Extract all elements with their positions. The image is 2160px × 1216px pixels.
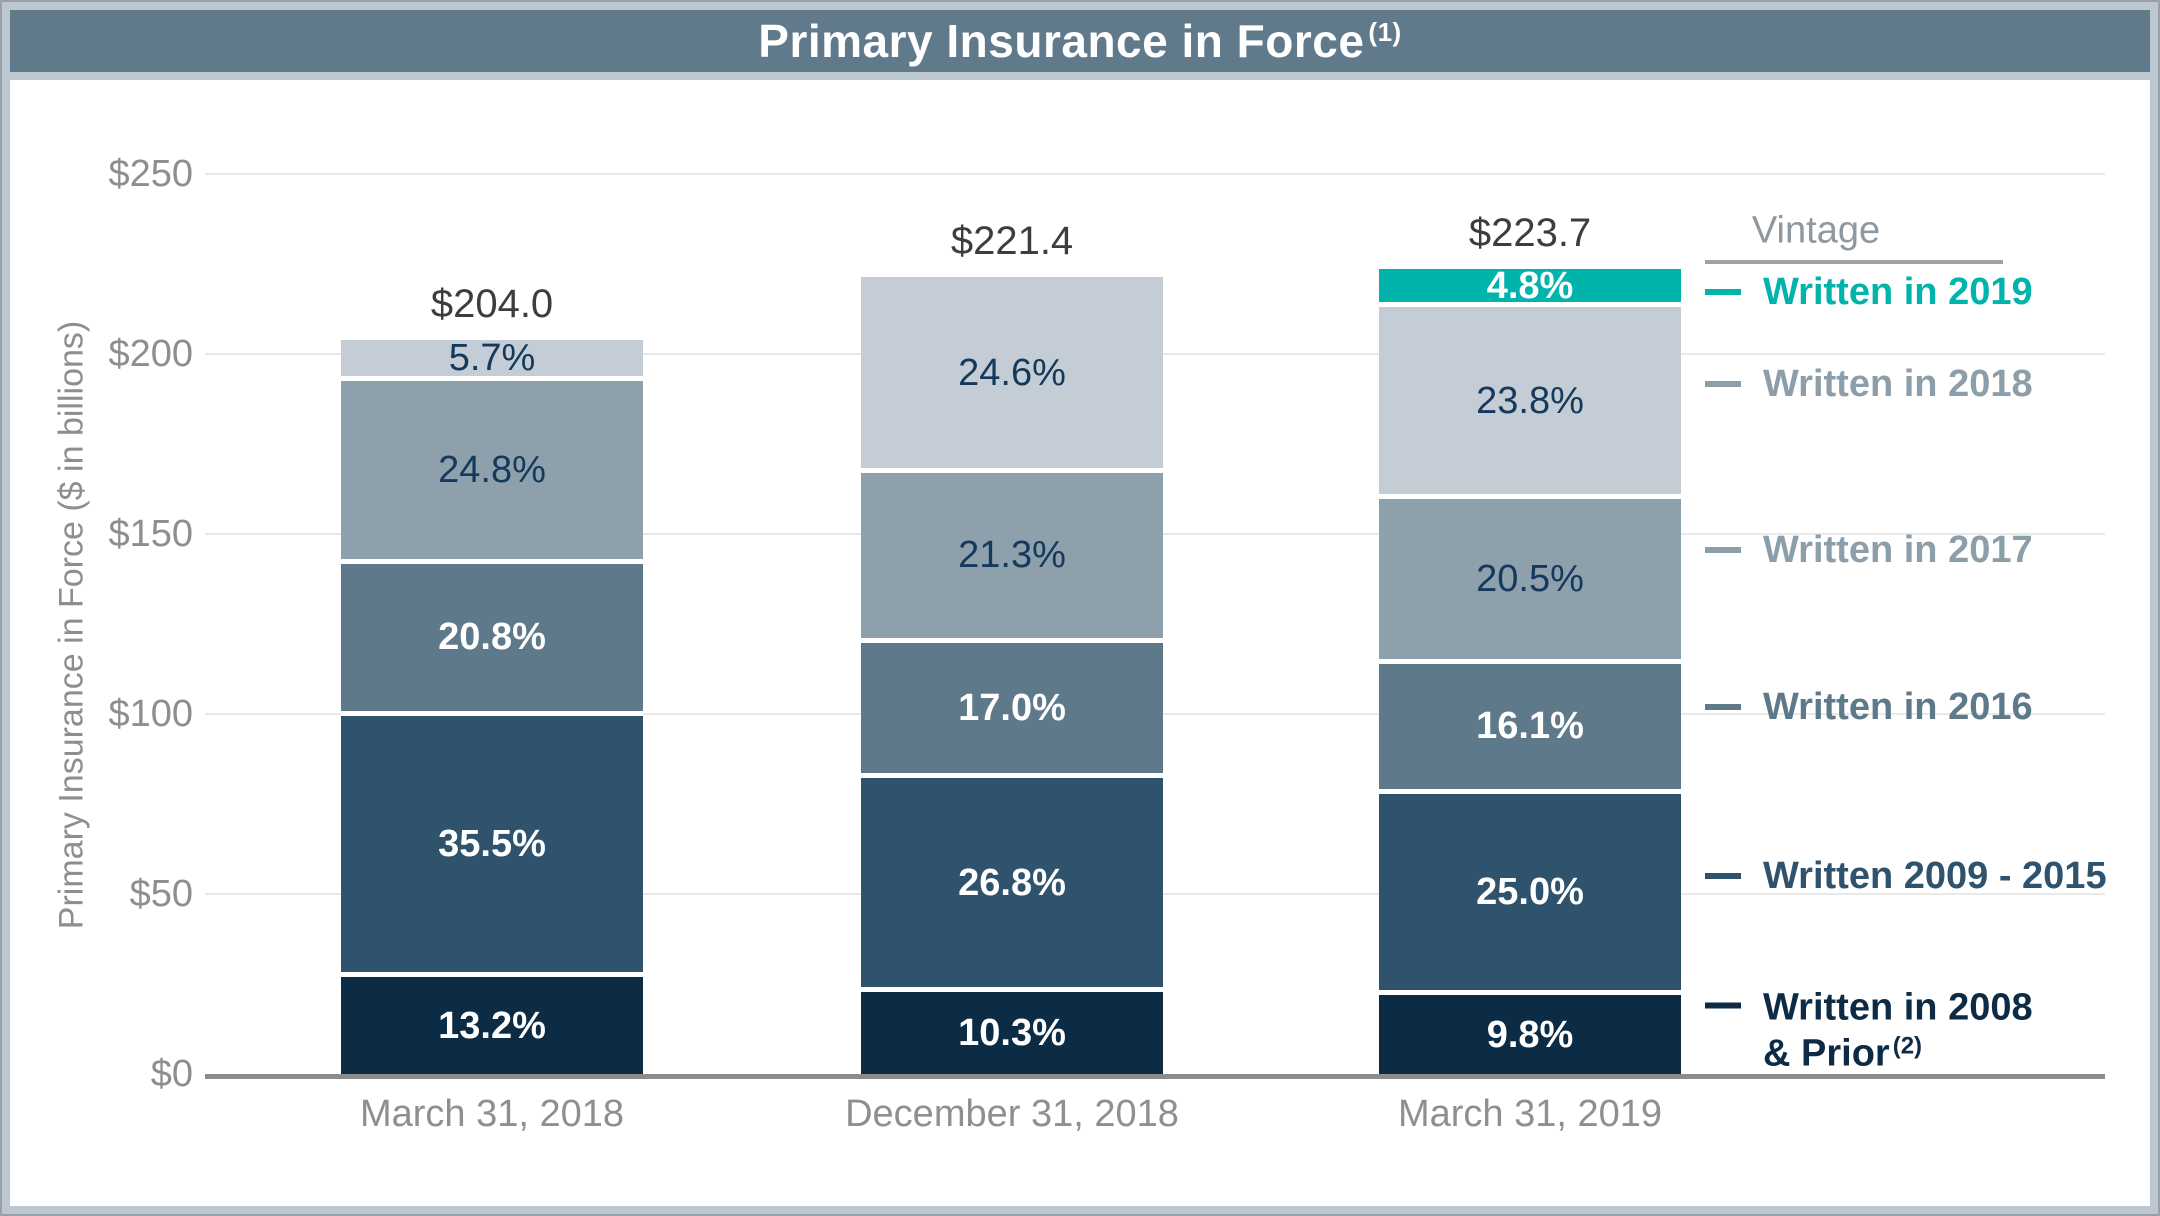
gridline — [205, 173, 2105, 175]
legend-entry: Written in 2019 — [1705, 269, 2033, 315]
bar-segment: 20.8% — [341, 563, 643, 717]
bar-total-label: $221.4 — [950, 218, 1074, 263]
x-axis-category-label: December 31, 2018 — [845, 1093, 1179, 1135]
bar-segment: 24.6% — [861, 276, 1163, 474]
legend-entry-label: Written in 2018 — [1763, 363, 2033, 405]
bar-segment: 4.8% — [1379, 264, 1681, 308]
y-axis-title: Primary Insurance in Force ($ in billion… — [52, 320, 91, 930]
segment-percent-label: 20.8% — [438, 616, 546, 659]
segment-percent-label: 16.1% — [1476, 705, 1584, 748]
bar-segment: 16.1% — [1379, 664, 1681, 794]
segment-percent-label: 17.0% — [958, 687, 1066, 730]
bar-segment: 9.8% — [1379, 995, 1681, 1074]
bar-segment: 21.3% — [861, 473, 1163, 643]
bar-segment: 13.2% — [341, 977, 643, 1074]
segment-percent-label: 23.8% — [1476, 379, 1584, 422]
bar-segment: 5.7% — [341, 337, 643, 382]
legend-entry-label: Written 2009 - 2015 — [1763, 855, 2107, 897]
bar-total-label: $223.7 — [1468, 210, 1592, 255]
legend-entry-label: Written in 2008 & Prior (2) — [1763, 986, 2033, 1075]
segment-percent-label: 24.8% — [438, 449, 546, 492]
y-axis-tick-label: $0 — [150, 1053, 193, 1095]
segment-percent-label: 4.8% — [1486, 264, 1574, 307]
bar-segment: 24.8% — [341, 381, 643, 564]
bar-segment: 25.0% — [1379, 793, 1681, 996]
x-axis-category-label: March 31, 2018 — [359, 1093, 625, 1135]
legend-entry-label: Written in 2019 — [1763, 271, 2033, 313]
bar-segment: 17.0% — [861, 642, 1163, 779]
bar-segment: 35.5% — [341, 716, 643, 978]
legend-dash-icon — [1705, 381, 1741, 387]
stacked-bar: 13.2% 35.5% 20.8% 24.8% 5.7% — [341, 337, 643, 1074]
chart-title: Primary Insurance in Force (1) — [758, 14, 1401, 68]
legend-entry-label: Written in 2016 — [1763, 686, 2033, 728]
y-axis-tick-label: $250 — [108, 153, 193, 195]
bar-segment: 20.5% — [1379, 499, 1681, 665]
segment-percent-label: 13.2% — [438, 1004, 546, 1047]
y-axis-tick-label: $150 — [108, 513, 193, 555]
segment-percent-label: 24.6% — [958, 351, 1066, 394]
segment-percent-label: 10.3% — [958, 1011, 1066, 1054]
legend-entry-label: Written in 2017 — [1763, 529, 2033, 571]
segment-percent-label: 20.5% — [1476, 558, 1584, 601]
chart-title-footnote-marker: (1) — [1368, 17, 1402, 47]
x-axis-line — [205, 1074, 2105, 1079]
legend-dash-icon — [1705, 704, 1741, 710]
legend-entry: Written in 2017 — [1705, 527, 2033, 573]
legend-dash-icon — [1705, 547, 1741, 553]
legend-dash-icon — [1705, 289, 1741, 295]
legend-dash-icon — [1705, 873, 1741, 879]
y-axis-tick-label: $50 — [129, 873, 193, 915]
legend-title-underline — [1705, 260, 2003, 264]
segment-percent-label: 9.8% — [1486, 1013, 1574, 1056]
legend-entry: Written 2009 - 2015 — [1705, 853, 2107, 899]
bar-segment: 26.8% — [861, 778, 1163, 992]
chart-title-text: Primary Insurance in Force — [758, 15, 1365, 67]
stacked-bar: 10.3% 26.8% 17.0% 21.3% 24.6% — [861, 276, 1163, 1074]
legend-entry: Written in 2016 — [1705, 684, 2033, 730]
stacked-bar: 9.8% 25.0% 16.1% 20.5% 23.8% 4.8% — [1379, 264, 1681, 1074]
x-axis-category-label: March 31, 2019 — [1397, 1093, 1663, 1135]
segment-percent-label: 26.8% — [958, 861, 1066, 904]
legend-entry: Written in 2018 — [1705, 361, 2033, 407]
legend-footnote-marker: (2) — [1892, 1032, 1923, 1060]
segment-percent-label: 35.5% — [438, 823, 546, 866]
segment-percent-label: 25.0% — [1476, 870, 1584, 913]
legend-dash-icon — [1705, 1002, 1741, 1009]
segment-percent-label: 5.7% — [448, 337, 536, 380]
segment-percent-label: 21.3% — [958, 534, 1066, 577]
bar-total-label: $204.0 — [430, 281, 554, 326]
bar-segment: 23.8% — [1379, 307, 1681, 499]
bar-segment: 10.3% — [861, 991, 1163, 1074]
chart-area: Primary Insurance in Force ($ in billion… — [10, 80, 2150, 1206]
legend-title: Vintage — [1751, 209, 1881, 252]
y-axis-tick-label: $200 — [108, 333, 193, 375]
legend-entry: Written in 2008 & Prior (2) — [1705, 985, 2033, 1082]
chart-title-bar: Primary Insurance in Force (1) — [10, 10, 2150, 72]
y-axis-tick-label: $100 — [108, 693, 193, 735]
